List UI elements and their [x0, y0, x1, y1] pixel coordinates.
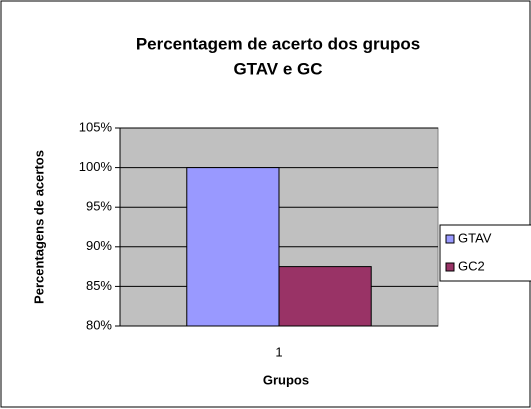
chart-title: GTAV e GC: [233, 59, 322, 78]
y-tick-label: 80%: [86, 317, 112, 332]
y-tick-label: 90%: [86, 238, 112, 253]
legend-swatch: [445, 234, 455, 244]
legend-label: GC2: [458, 258, 485, 273]
bar: [278, 266, 372, 327]
legend-label: GTAV: [458, 230, 492, 245]
chart-title: Percentagem de acerto dos grupos: [136, 34, 420, 53]
y-axis-title: Percentagens de acertos: [31, 150, 46, 304]
y-tick-label: 95%: [86, 199, 112, 214]
x-tick-label: 1: [275, 344, 282, 359]
y-tick-label: 100%: [79, 159, 113, 174]
y-tick-label: 85%: [86, 278, 112, 293]
legend-swatch: [445, 262, 455, 272]
bar: [186, 167, 280, 327]
y-tick-label: 105%: [79, 119, 113, 134]
legend-box: [439, 224, 531, 282]
x-axis-title: Grupos: [263, 372, 309, 387]
